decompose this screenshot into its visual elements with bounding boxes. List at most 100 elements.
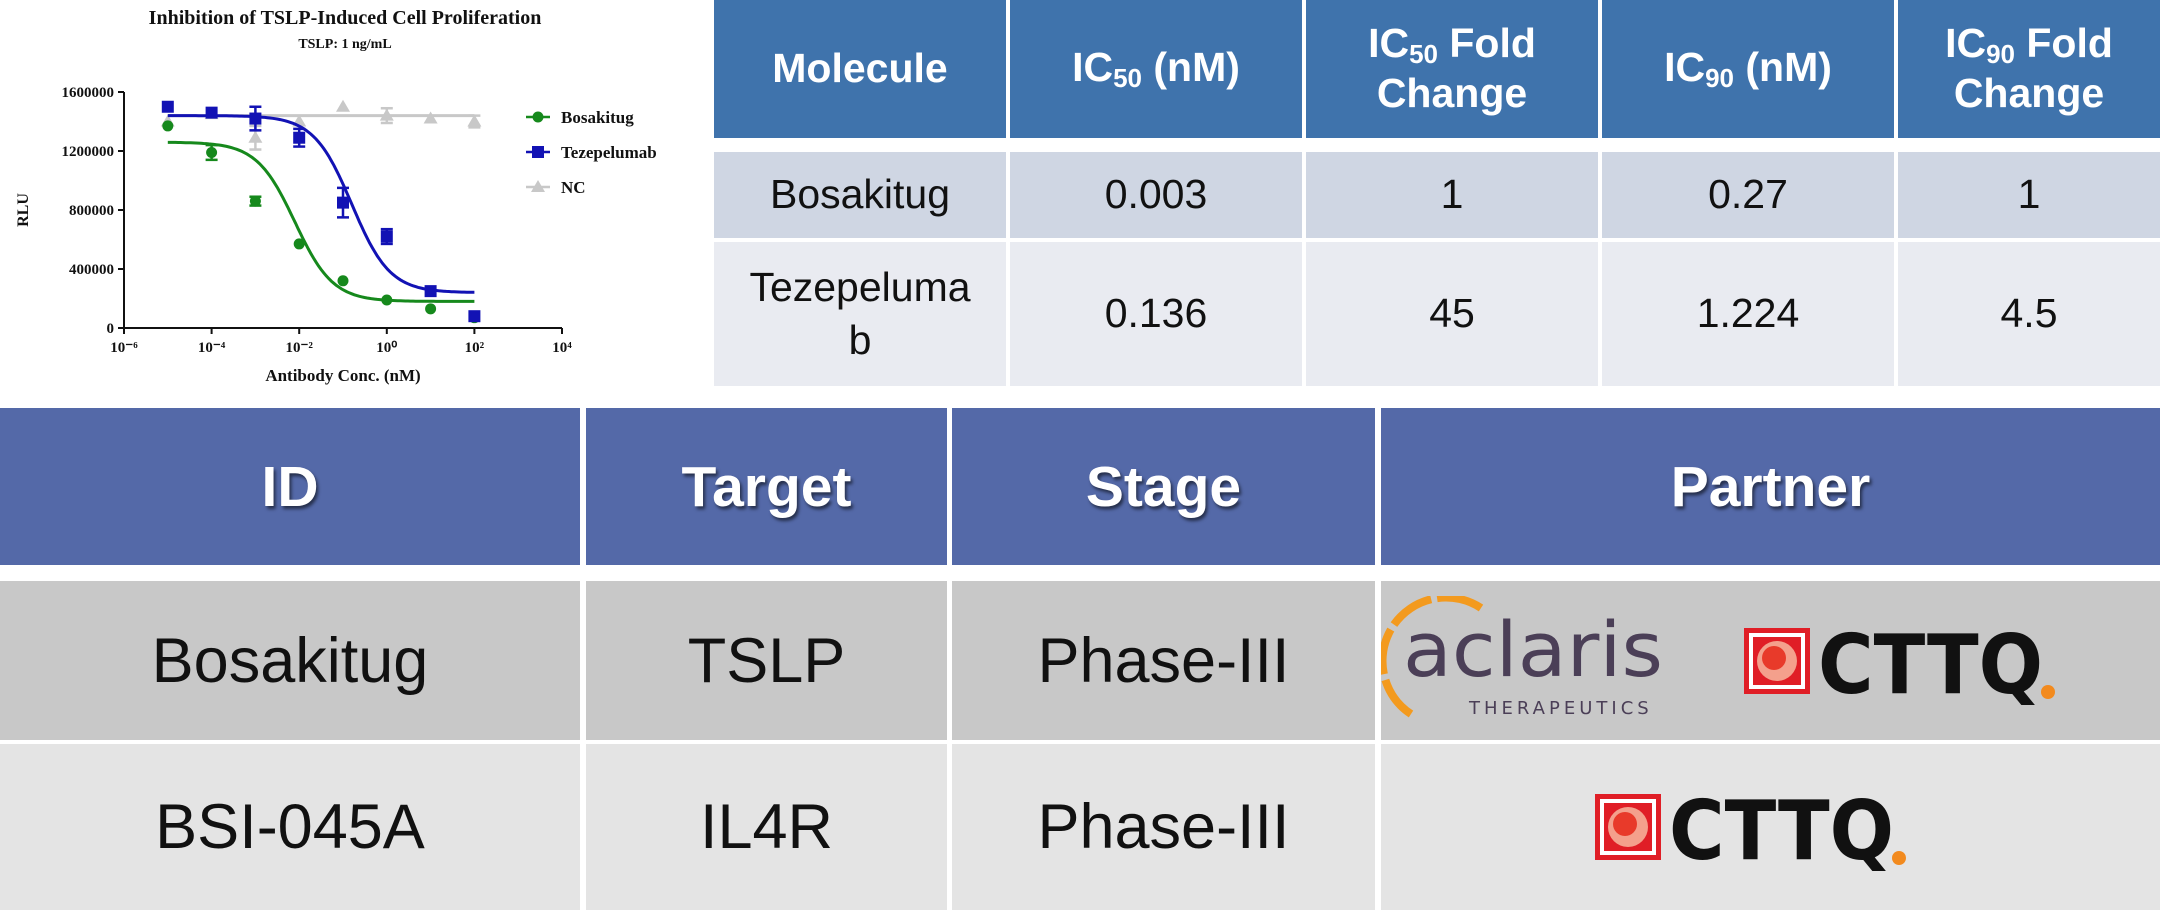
marker — [423, 111, 438, 124]
y-tick-label: 1200000 — [62, 144, 115, 160]
logo-name: CTTQ — [1669, 784, 1894, 879]
header-part: IC — [1945, 20, 1987, 67]
logo-inner — [1749, 632, 1805, 689]
table-cell: Bosakitug — [0, 581, 580, 740]
table-cell: 0.27 — [1602, 152, 1894, 238]
partner-logo: CTTQ — [1744, 618, 2055, 713]
header-cell: Partner — [1381, 408, 2160, 565]
logo-name: CTTQ — [1818, 618, 2043, 713]
header-text: Molecule — [772, 45, 947, 92]
x-tick-label: 10² — [465, 340, 485, 356]
header-cell: Target — [586, 408, 947, 565]
table-cell: TSLP — [586, 581, 947, 740]
logo-dot — [2041, 684, 2055, 699]
header-part: (nM) — [1142, 44, 1240, 91]
fit-curve — [167, 140, 475, 303]
logo-arc — [1381, 595, 1484, 717]
header-cell: ID — [0, 408, 580, 565]
legend-marker — [532, 146, 544, 158]
logo-tagline: THERAPEUTICS — [1468, 698, 1653, 719]
y-tick-label: 400000 — [69, 262, 114, 278]
marker — [249, 112, 262, 125]
marker — [162, 120, 174, 132]
header-part: 90 — [1986, 39, 2015, 70]
marker — [468, 310, 481, 323]
header-cell: IC50 Fold Change — [1306, 0, 1598, 138]
y-tick-label: 0 — [107, 321, 115, 337]
header-part: 90 — [1705, 63, 1734, 94]
table-cell: Phase-III — [952, 581, 1375, 740]
header-text: IC90 Fold Change — [1918, 20, 2140, 117]
header-cell: Molecule — [714, 0, 1006, 138]
marker — [379, 108, 394, 121]
marker — [161, 100, 174, 113]
marker — [206, 146, 218, 158]
logo-ball-core — [1762, 645, 1786, 670]
header-part: Molecule — [772, 45, 948, 92]
chart-title: Inhibition of TSLP-Induced Cell Prolifer… — [149, 7, 542, 29]
chart-subtitle: TSLP: 1 ng/mL — [298, 37, 391, 52]
header-cell: IC90 (nM) — [1602, 0, 1894, 138]
fit-curve — [167, 114, 475, 294]
header-cell: IC90 Fold Change — [1898, 0, 2160, 138]
table-cell: Phase-III — [952, 744, 1375, 910]
table-cell: IL4R — [586, 744, 947, 910]
table-cell: 1 — [1898, 152, 2160, 238]
header-cell: IC50 (nM) — [1010, 0, 1302, 138]
table-cell: 1.224 — [1602, 242, 1894, 386]
marker — [205, 106, 218, 119]
marker — [337, 196, 349, 209]
logo-inner — [1599, 799, 1656, 855]
header-part: IC — [1072, 44, 1114, 91]
x-tick-label: 10⁻⁶ — [110, 340, 138, 356]
header-cell: Stage — [952, 408, 1375, 565]
x-tick-label: 10⁴ — [552, 340, 572, 356]
header-part: Fold Change — [1953, 20, 2113, 117]
marker — [336, 99, 350, 112]
legend-marker — [532, 111, 544, 123]
marker — [380, 230, 393, 243]
header-text: IC50 Fold Change — [1326, 20, 1578, 117]
partner-logo: aclaris THERAPEUTICS — [1381, 595, 1663, 719]
x-tick-label: 10⁰ — [376, 340, 397, 356]
y-tick-label: 800000 — [69, 203, 114, 219]
marker — [381, 294, 393, 306]
marker — [249, 195, 261, 207]
table-cell: Bosakitug — [714, 152, 1006, 238]
header-part: 50 — [1409, 39, 1438, 70]
header-part: IC — [1368, 20, 1410, 67]
header-part: 50 — [1113, 63, 1142, 94]
table-cell: 45 — [1306, 242, 1598, 386]
logo-ball-core — [1612, 812, 1637, 836]
table-cell: 0.003 — [1010, 152, 1302, 238]
header-part: (nM) — [1734, 44, 1832, 91]
y-axis-label: RLU — [15, 193, 32, 227]
header-text: IC90 (nM) — [1664, 44, 1832, 94]
marker — [248, 130, 263, 143]
legend-label: Bosakitug — [561, 108, 634, 127]
header-text: IC50 (nM) — [1072, 44, 1240, 94]
marker — [425, 303, 437, 315]
marker — [293, 131, 306, 144]
partner-logo: CTTQ — [1594, 784, 1906, 879]
logo-dot — [1891, 851, 1906, 865]
header-part: IC — [1664, 44, 1706, 91]
partner-cell: CTTQ — [1381, 744, 2160, 910]
logo-name: aclaris — [1403, 605, 1663, 694]
table-cell: Tezepelumab — [714, 242, 1006, 386]
legend-label: Tezepelumab — [561, 143, 657, 162]
chart: Inhibition of TSLP-Induced Cell Prolifer… — [15, 7, 657, 385]
partner-cell: aclaris THERAPEUTICS CTTQ — [1381, 581, 2160, 740]
x-tick-label: 10⁻⁴ — [198, 340, 226, 356]
x-axis-label: Antibody Conc. (nM) — [265, 366, 420, 385]
marker — [467, 114, 482, 127]
table-cell: BSI-045A — [0, 744, 580, 910]
marker — [337, 275, 349, 287]
y-tick-label: 1600000 — [62, 85, 115, 101]
header-part: Fold Change — [1376, 20, 1536, 117]
marker — [424, 285, 437, 298]
x-tick-label: 10⁻² — [285, 340, 313, 356]
legend-marker — [531, 180, 545, 192]
table-cell: 1 — [1306, 152, 1598, 238]
